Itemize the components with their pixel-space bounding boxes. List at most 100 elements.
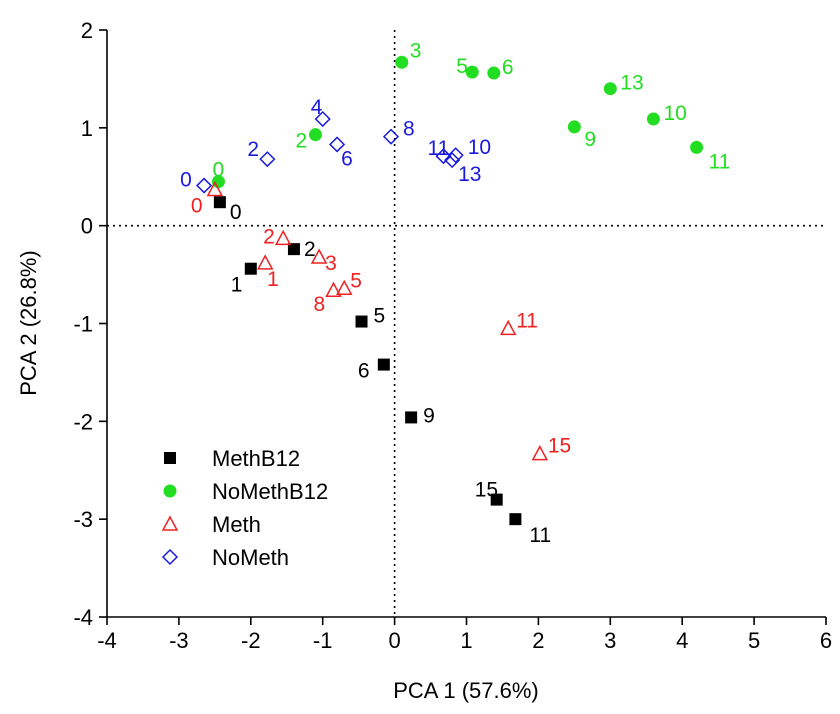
data-point-nometh	[435, 148, 452, 165]
legend-label: NoMethB12	[212, 479, 328, 504]
legend: MethB12 NoMethB12 Meth NoMeth	[161, 446, 328, 570]
point-label: 0	[180, 169, 192, 192]
point-label: 10	[663, 102, 686, 125]
legend-marker	[163, 484, 177, 498]
data-point-nometh	[329, 136, 346, 153]
legend-label: MethB12	[212, 446, 300, 471]
y-tick-label: -3	[73, 507, 93, 532]
point-label: 2	[304, 238, 316, 261]
y-tick-label: 1	[81, 116, 93, 141]
data-point-nomethb12	[487, 66, 501, 80]
x-tick-label: -2	[241, 628, 261, 653]
data-point-nomethb12	[567, 120, 581, 134]
data-point-nometh	[314, 110, 331, 128]
data-point-meth	[325, 281, 342, 297]
x-tick-label: 5	[748, 628, 760, 653]
legend-marker	[161, 548, 179, 566]
x-tick-label: 2	[532, 628, 544, 653]
data-points	[196, 55, 704, 526]
point-label: 1	[267, 268, 279, 291]
legend-marker	[161, 515, 179, 531]
data-point-methb12	[244, 262, 257, 275]
y-axis-label: PCA 2 (26.8%)	[16, 250, 41, 396]
y-ticks: -4 -3 -2 -1 0 1 2	[73, 18, 107, 630]
data-point-nomethb12	[309, 128, 323, 142]
data-point-methb12	[490, 493, 503, 506]
y-tick-label: 2	[81, 18, 93, 43]
point-label: 5	[350, 269, 362, 292]
point-label: 11	[529, 524, 551, 547]
data-point-nomethb12	[211, 175, 225, 189]
point-label: 9	[423, 404, 435, 427]
x-tick-label: -4	[97, 628, 117, 653]
y-tick-label: 0	[81, 214, 93, 239]
data-point-nometh	[259, 151, 276, 168]
point-label: 3	[325, 252, 337, 275]
x-tick-label: -3	[169, 628, 189, 653]
point-label: 0	[212, 159, 224, 182]
point-label: 6	[341, 147, 353, 170]
point-label: 4	[311, 96, 323, 119]
point-label: 9	[584, 128, 596, 151]
data-point-nomethb12	[646, 112, 660, 126]
y-tick-label: -4	[73, 605, 93, 630]
data-point-meth	[206, 180, 224, 197]
point-label: 10	[468, 136, 491, 159]
data-point-nometh	[382, 128, 400, 145]
data-point-methb12	[377, 358, 390, 371]
data-point-nomethb12	[603, 82, 617, 96]
point-label: 5	[456, 55, 468, 78]
point-label: 8	[313, 293, 325, 316]
data-point-nomethb12	[690, 140, 704, 154]
point-label: 11	[709, 150, 731, 173]
x-tick-label: 1	[460, 628, 472, 653]
data-point-meth	[336, 279, 353, 296]
x-tick-label: 0	[388, 628, 400, 653]
data-point-meth	[256, 254, 274, 270]
data-point-meth	[274, 229, 292, 246]
data-point-methb12	[213, 196, 226, 209]
point-label: 15	[548, 435, 571, 458]
data-point-nometh	[196, 177, 213, 194]
data-point-nomethb12	[395, 55, 409, 69]
x-tick-label: -1	[313, 628, 333, 653]
reference-lines	[107, 30, 826, 617]
point-label: 2	[263, 225, 275, 248]
data-point-nometh	[444, 152, 461, 169]
point-label: 13	[620, 72, 643, 95]
data-point-meth	[499, 319, 517, 336]
y-tick-label: -1	[73, 312, 93, 337]
point-label: 6	[358, 360, 370, 383]
data-point-nometh	[447, 147, 464, 164]
data-point-methb12	[509, 513, 522, 526]
point-label: 13	[458, 163, 481, 186]
legend-marker	[164, 452, 176, 464]
legend-label: Meth	[212, 512, 261, 537]
point-label: 1	[231, 274, 243, 297]
data-point-methb12	[405, 411, 418, 424]
x-tick-label: 6	[820, 628, 832, 653]
point-label: 0	[230, 201, 242, 224]
x-ticks: -4 -3 -2 -1 0 1 2 3 4 5 6	[97, 617, 832, 653]
x-tick-label: 4	[676, 628, 688, 653]
point-label: 8	[403, 118, 415, 141]
point-label: 2	[296, 130, 308, 153]
data-point-meth	[531, 445, 549, 461]
x-tick-label: 3	[604, 628, 616, 653]
legend-label: NoMeth	[212, 545, 289, 570]
point-label: 6	[502, 56, 514, 79]
point-label: 15	[475, 479, 498, 502]
point-label: 3	[410, 39, 422, 62]
point-label: 5	[374, 305, 386, 328]
point-label: 0	[191, 194, 203, 217]
y-tick-label: -2	[73, 409, 93, 434]
data-point-methb12	[355, 315, 368, 328]
point-label: 11	[427, 137, 449, 160]
point-label: 2	[247, 138, 259, 161]
data-point-nomethb12	[465, 65, 479, 79]
point-label: 11	[516, 309, 538, 332]
data-point-meth	[310, 248, 328, 264]
data-point-methb12	[287, 243, 300, 256]
